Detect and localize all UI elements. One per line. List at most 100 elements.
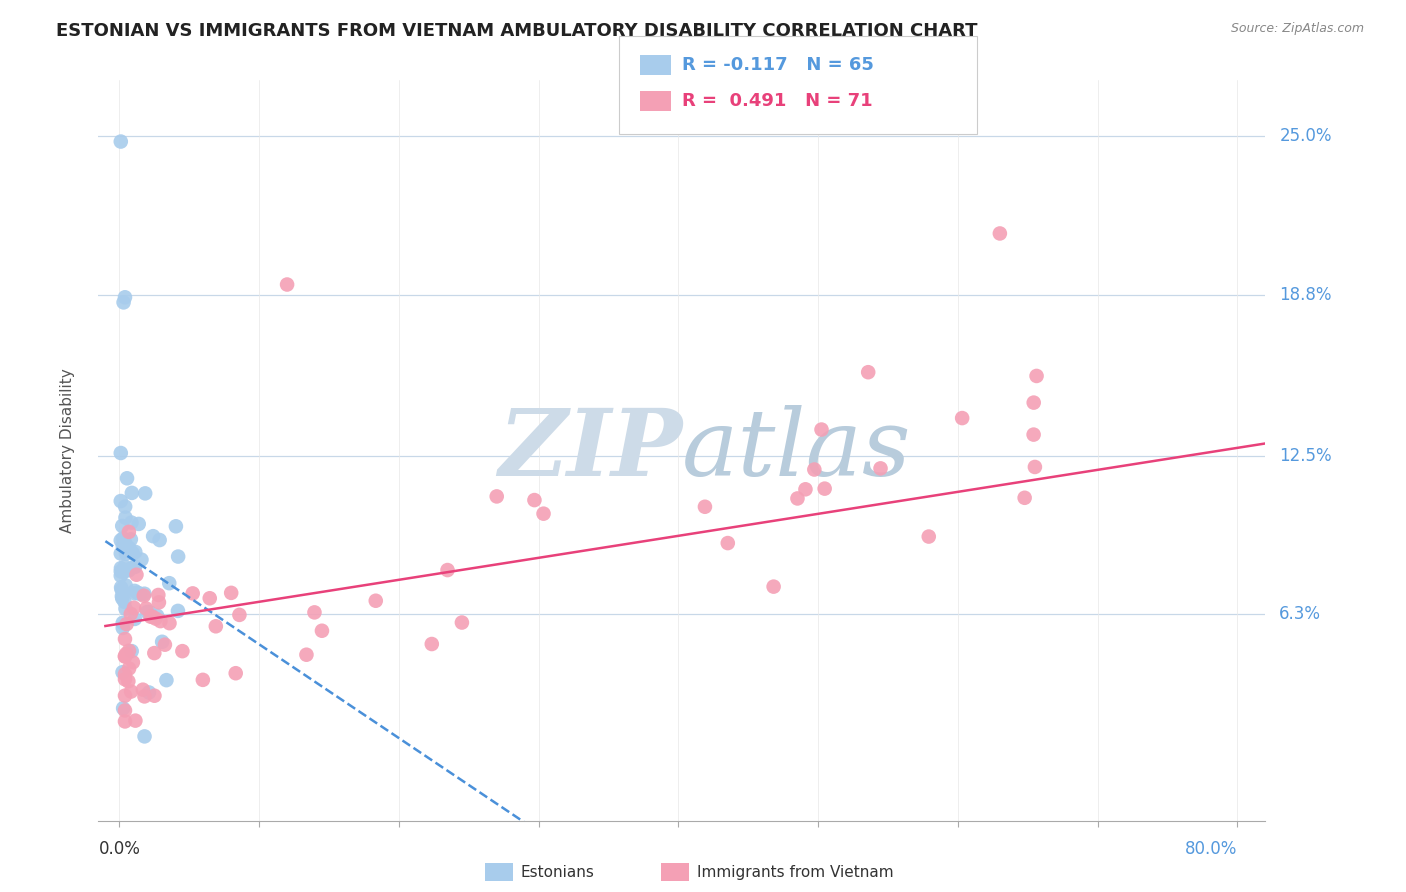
Point (138, 605, 160, 619)
Point (114, 578, 136, 592)
Point (181, 586, 204, 600)
Point (111, 589, 134, 603)
Point (115, 647, 138, 661)
Point (131, 552, 153, 566)
Point (918, 530, 941, 544)
Point (172, 644, 194, 658)
Point (155, 673, 177, 687)
Text: 6.3%: 6.3% (1279, 605, 1322, 623)
Text: Immigrants from Vietnam: Immigrants from Vietnam (697, 865, 894, 880)
Point (127, 585, 149, 599)
Text: Source: ZipAtlas.com: Source: ZipAtlas.com (1230, 22, 1364, 36)
Point (167, 549, 190, 564)
Point (122, 600, 145, 615)
Point (118, 524, 141, 539)
Point (111, 665, 134, 680)
Point (114, 535, 136, 549)
Point (110, 533, 132, 548)
Point (112, 295, 135, 310)
Point (814, 482, 837, 496)
Point (717, 536, 740, 550)
Text: 12.5%: 12.5% (1279, 447, 1331, 465)
Point (198, 591, 221, 606)
Point (110, 446, 132, 460)
Point (112, 532, 135, 546)
Point (118, 644, 141, 658)
Point (228, 607, 250, 622)
Point (111, 539, 134, 553)
Point (148, 595, 170, 609)
Point (110, 568, 132, 582)
Point (153, 638, 176, 652)
Point (146, 608, 169, 623)
Point (110, 561, 132, 575)
Point (124, 583, 146, 598)
Point (121, 516, 143, 530)
Point (135, 601, 157, 615)
Point (114, 714, 136, 729)
Point (114, 632, 136, 646)
Point (145, 611, 167, 625)
Point (111, 621, 134, 635)
Point (114, 290, 136, 304)
Point (139, 609, 162, 624)
Text: 80.0%: 80.0% (1185, 840, 1237, 858)
Point (219, 586, 242, 600)
Point (1022, 395, 1045, 409)
Text: ESTONIAN VS IMMIGRANTS FROM VIETNAM AMBULATORY DISABILITY CORRELATION CHART: ESTONIAN VS IMMIGRANTS FROM VIETNAM AMBU… (56, 22, 977, 40)
Point (138, 685, 160, 699)
Point (124, 586, 146, 600)
Point (118, 661, 141, 675)
Point (129, 587, 152, 601)
Point (810, 423, 832, 437)
Point (950, 411, 973, 425)
Y-axis label: Ambulatory Disability: Ambulatory Disability (60, 368, 75, 533)
Point (124, 612, 146, 626)
Point (124, 545, 146, 559)
Point (1025, 368, 1047, 383)
Point (110, 582, 132, 597)
Point (114, 673, 136, 687)
Point (110, 564, 132, 578)
Text: atlas: atlas (682, 406, 911, 495)
Point (121, 644, 143, 658)
Point (110, 581, 132, 595)
Point (114, 500, 136, 514)
Point (856, 365, 879, 379)
Point (134, 730, 156, 744)
Point (114, 601, 136, 615)
Point (111, 591, 134, 606)
Point (436, 563, 458, 577)
Point (120, 607, 142, 621)
Point (114, 667, 136, 681)
Point (118, 562, 141, 576)
Text: 0.0%: 0.0% (98, 840, 141, 858)
Point (124, 559, 146, 574)
Point (142, 529, 165, 543)
Point (112, 595, 135, 609)
Text: 18.8%: 18.8% (1279, 285, 1331, 304)
Point (120, 684, 142, 698)
Point (149, 614, 172, 628)
Point (115, 617, 138, 632)
Point (114, 689, 136, 703)
Text: Estonians: Estonians (520, 865, 595, 880)
Point (1024, 460, 1046, 475)
Point (191, 673, 214, 687)
Point (132, 589, 155, 603)
Point (114, 649, 136, 664)
Point (111, 615, 134, 630)
Point (1022, 427, 1045, 442)
Point (159, 616, 181, 631)
Point (118, 541, 141, 555)
Point (141, 609, 163, 624)
Point (121, 546, 143, 560)
Point (110, 135, 132, 149)
Point (132, 682, 155, 697)
Point (1014, 491, 1036, 505)
Point (143, 689, 166, 703)
Point (533, 507, 555, 521)
Point (149, 533, 172, 547)
Point (112, 701, 135, 715)
Text: 25.0%: 25.0% (1279, 128, 1331, 145)
